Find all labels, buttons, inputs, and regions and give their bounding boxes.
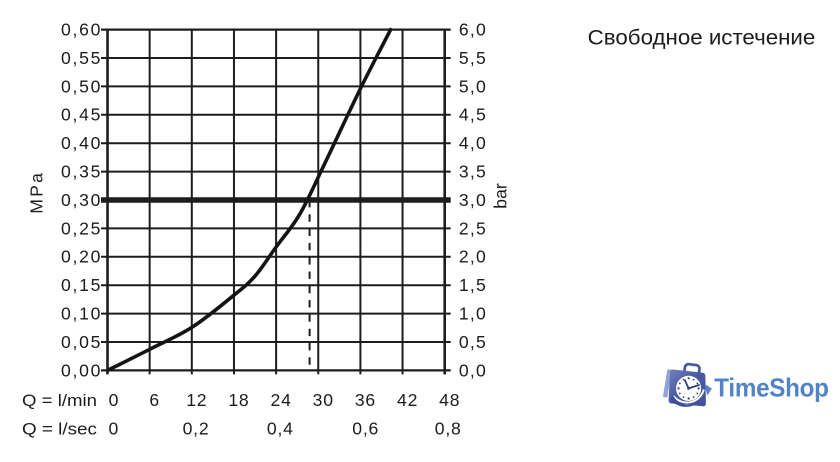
svg-text:0,8: 0,8 xyxy=(435,418,462,438)
svg-text:3,5: 3,5 xyxy=(459,162,487,182)
svg-text:0,50: 0,50 xyxy=(61,76,102,96)
svg-text:0,55: 0,55 xyxy=(61,48,102,68)
svg-text:48: 48 xyxy=(439,390,460,410)
svg-text:12: 12 xyxy=(186,390,207,410)
svg-text:0: 0 xyxy=(109,418,120,438)
svg-text:0,00: 0,00 xyxy=(61,360,102,380)
svg-text:6: 6 xyxy=(149,390,160,410)
svg-text:0,20: 0,20 xyxy=(61,247,102,267)
svg-text:MPa: MPa xyxy=(26,171,46,214)
svg-text:2,5: 2,5 xyxy=(459,218,487,238)
svg-text:6,0: 6,0 xyxy=(459,20,487,40)
svg-text:0,15: 0,15 xyxy=(61,275,102,295)
svg-text:30: 30 xyxy=(313,390,334,410)
svg-text:0,45: 0,45 xyxy=(61,105,102,125)
svg-text:0: 0 xyxy=(109,390,120,410)
svg-text:0,60: 0,60 xyxy=(61,20,102,40)
svg-text:0,4: 0,4 xyxy=(267,418,294,438)
svg-text:4,5: 4,5 xyxy=(459,105,487,125)
svg-text:5,5: 5,5 xyxy=(459,48,487,68)
svg-text:4,0: 4,0 xyxy=(459,133,487,153)
svg-text:1,5: 1,5 xyxy=(459,275,487,295)
svg-text:2,0: 2,0 xyxy=(459,247,487,267)
svg-text:0,25: 0,25 xyxy=(61,218,102,238)
svg-text:0,10: 0,10 xyxy=(61,304,102,324)
svg-text:0,35: 0,35 xyxy=(61,162,102,182)
svg-text:Q = l/sec: Q = l/sec xyxy=(22,419,98,438)
svg-text:18: 18 xyxy=(228,390,249,410)
svg-text:0,6: 0,6 xyxy=(352,418,379,438)
svg-text:5,0: 5,0 xyxy=(459,76,487,96)
svg-text:Свободное истечение: Свободное истечение xyxy=(588,26,816,49)
svg-text:0,5: 0,5 xyxy=(459,332,487,352)
svg-text:TimeShop: TimeShop xyxy=(714,375,828,403)
svg-text:0,40: 0,40 xyxy=(61,133,102,153)
svg-text:bar: bar xyxy=(491,183,511,209)
svg-text:0,0: 0,0 xyxy=(459,360,487,380)
svg-text:1,0: 1,0 xyxy=(459,304,487,324)
svg-text:3,0: 3,0 xyxy=(459,190,487,210)
svg-text:Q = l/min: Q = l/min xyxy=(22,391,97,410)
svg-text:42: 42 xyxy=(397,390,418,410)
svg-text:0,30: 0,30 xyxy=(61,190,102,210)
svg-text:0,05: 0,05 xyxy=(61,332,102,352)
svg-text:36: 36 xyxy=(355,390,376,410)
svg-text:0,2: 0,2 xyxy=(183,418,210,438)
svg-text:24: 24 xyxy=(271,390,292,410)
